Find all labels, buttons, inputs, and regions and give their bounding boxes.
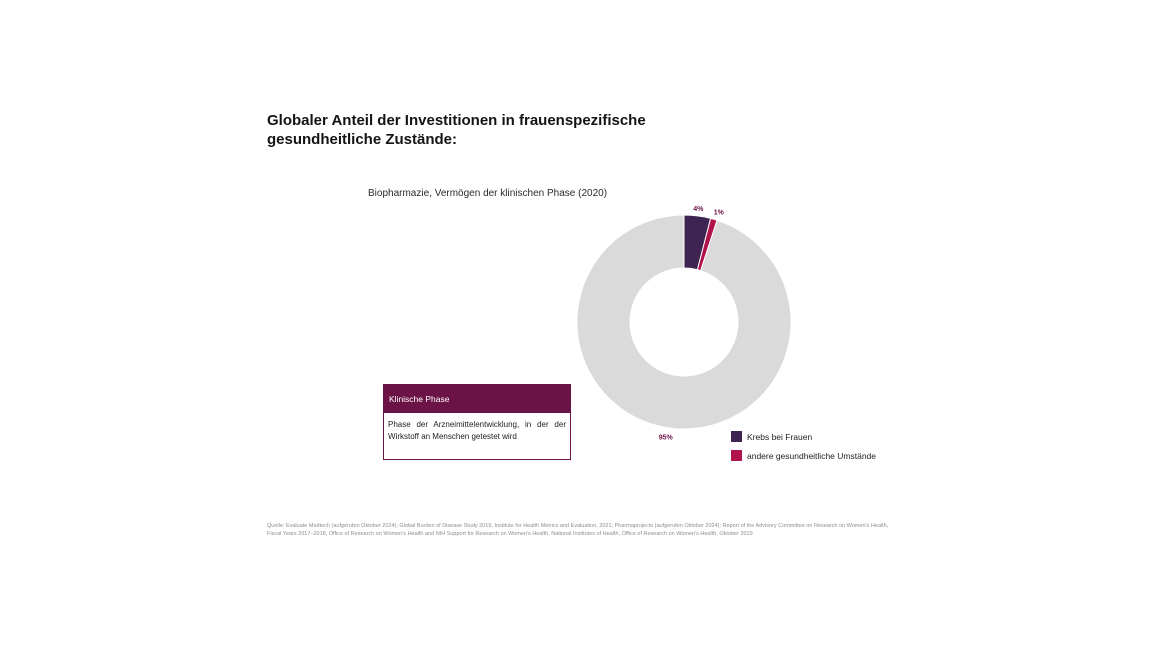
legend-item-andere: andere gesundheitliche Umstände: [731, 450, 876, 461]
chart-title: Globaler Anteil der Investitionen in fra…: [267, 112, 646, 148]
legend-swatch: [731, 450, 742, 461]
source-note: Quelle: Evaluate Medtech (aufgerufen Okt…: [267, 523, 889, 537]
definition-text: Phase der Arzneimittelentwicklung, in de…: [388, 420, 566, 441]
data-label-1: 1%: [714, 210, 725, 217]
legend-swatch: [731, 431, 742, 442]
definition-box: Klinische Phase Phase der Arzneimittelen…: [383, 384, 571, 460]
donut-chart: 4% 1% 95%: [576, 206, 792, 442]
chart-legend: Krebs bei Frauen andere gesundheitliche …: [731, 431, 876, 469]
legend-label: Krebs bei Frauen: [747, 431, 813, 442]
data-label-0: 4%: [693, 206, 704, 213]
legend-label: andere gesundheitliche Umstände: [747, 450, 877, 461]
data-label-2: 95%: [659, 435, 674, 442]
chart-subtitle: Biopharmazie, Vermögen der klinischen Ph…: [368, 188, 608, 199]
definition-heading: Klinische Phase: [384, 385, 570, 413]
donut-slice-2: [576, 214, 792, 430]
legend-item-krebs: Krebs bei Frauen: [731, 431, 876, 442]
